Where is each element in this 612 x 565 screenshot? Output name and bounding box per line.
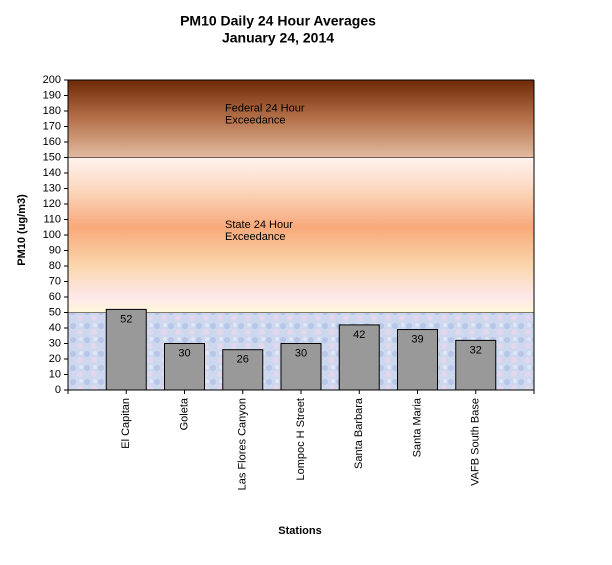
zone	[68, 157, 534, 313]
x-axis-label: Stations	[278, 525, 321, 537]
data-label: 39	[411, 333, 423, 345]
data-label: 32	[470, 344, 482, 356]
y-tick-label: 130	[43, 182, 61, 194]
x-tick-label: Santa Barbara	[353, 397, 365, 469]
x-tick-label: Santa Maria	[411, 397, 423, 457]
y-tick-label: 90	[49, 244, 61, 256]
x-tick-label: Las Flores Canyon	[237, 398, 249, 490]
zone-label: Exceedance	[225, 115, 286, 127]
y-tick-label: 40	[49, 322, 61, 334]
y-tick-label: 150	[43, 151, 61, 163]
y-tick-label: 60	[49, 291, 61, 303]
chart-subtitle: January 24, 2014	[222, 30, 334, 46]
data-label: 30	[295, 347, 307, 359]
x-tick-label: El Capitan	[120, 398, 132, 449]
chart-title: PM10 Daily 24 Hour Averages	[180, 13, 376, 29]
y-tick-label: 140	[43, 167, 61, 179]
data-label: 30	[178, 347, 190, 359]
bar	[164, 343, 205, 391]
zone	[68, 80, 534, 158]
data-label: 52	[120, 313, 132, 325]
y-tick-label: 10	[49, 368, 61, 380]
data-label: 42	[353, 329, 365, 341]
data-label: 26	[237, 354, 249, 366]
bar	[280, 343, 322, 391]
bar	[105, 308, 147, 391]
y-tick-label: 200	[43, 74, 61, 86]
y-tick-label: 170	[43, 120, 61, 132]
y-tick-label: 20	[49, 353, 61, 365]
y-tick-label: 0	[55, 384, 61, 396]
y-tick-label: 160	[43, 136, 61, 148]
bar	[222, 349, 264, 391]
y-tick-label: 180	[43, 105, 61, 117]
y-tick-label: 70	[49, 275, 61, 287]
y-tick-label: 110	[43, 213, 61, 225]
y-tick-label: 190	[43, 89, 61, 101]
y-tick-label: 80	[49, 260, 61, 272]
y-axis-label: PM10 (ug/m3)	[16, 194, 28, 266]
y-tick-label: 50	[49, 306, 61, 318]
zone-label: Exceedance	[225, 231, 286, 243]
x-tick-label: VAFB South Base	[470, 398, 482, 486]
zone-label: State 24 Hour	[225, 219, 293, 231]
bar	[338, 324, 380, 391]
y-tick-label: 30	[49, 337, 61, 349]
bar	[455, 339, 497, 391]
x-tick-label: Goleta	[178, 397, 190, 430]
y-tick-label: 100	[43, 229, 61, 241]
zone-label: Federal 24 Hour	[225, 103, 305, 115]
bar	[397, 329, 438, 391]
x-tick-label: Lompoc H Street	[295, 398, 307, 481]
y-tick-label: 120	[43, 198, 61, 210]
